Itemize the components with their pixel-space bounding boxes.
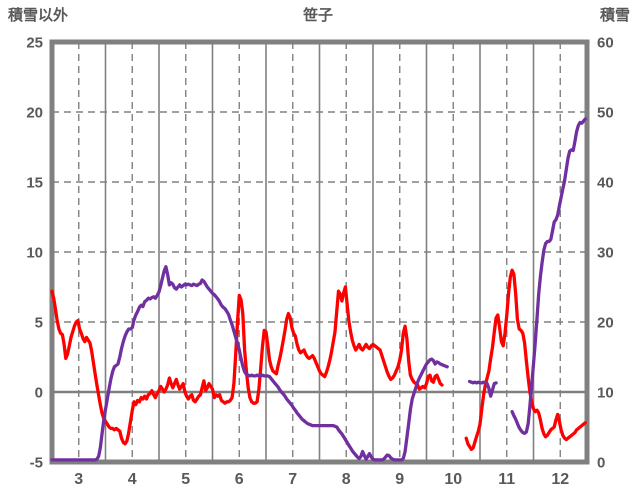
x-axis-tick-label: 11 [498, 471, 515, 488]
right-axis-tick-label: 50 [597, 105, 614, 122]
left-axis-tick-label: 0 [35, 385, 43, 402]
right-axis-tick-label: 60 [597, 35, 614, 52]
series-line-積雪 [50, 265, 449, 462]
right-axis-tick-label: 40 [597, 175, 614, 192]
left-axis-tick-label: 25 [26, 35, 43, 52]
x-axis-tick-label: 10 [444, 471, 462, 488]
left-axis-tick-label: 5 [35, 315, 43, 332]
x-axis-tick-label: 12 [551, 471, 569, 488]
x-axis-tick-label: 9 [395, 471, 404, 488]
right-axis-tick-label: 10 [597, 385, 614, 402]
left-axis-tick-label: 20 [26, 105, 43, 122]
right-axis-tick-label: 30 [597, 245, 614, 262]
series-line-積雪以外 [50, 285, 444, 446]
left-axis-tick-label: -5 [30, 455, 43, 472]
left-axis-tick-label: 10 [26, 245, 43, 262]
series-line-積雪 [510, 117, 587, 435]
x-axis-tick-label: 5 [181, 471, 190, 488]
right-axis-tick-label: 0 [597, 455, 605, 472]
right-axis-tick-label: 20 [597, 315, 614, 332]
x-axis-tick-label: 7 [288, 471, 297, 488]
series-line-積雪 [467, 379, 498, 398]
x-axis-tick-label: 4 [128, 471, 137, 488]
x-axis-tick-label: 3 [74, 471, 83, 488]
x-axis-tick-label: 8 [342, 471, 351, 488]
left-axis-tick-label: 15 [26, 175, 43, 192]
chart-title: 笹子 [302, 7, 333, 24]
plot-border [49, 39, 590, 465]
series-line-積雪以外 [464, 268, 587, 452]
left-axis-title: 積雪以外 [8, 7, 69, 24]
right-axis-title: 積雪 [599, 7, 630, 24]
x-axis-tick-label: 6 [235, 471, 244, 488]
